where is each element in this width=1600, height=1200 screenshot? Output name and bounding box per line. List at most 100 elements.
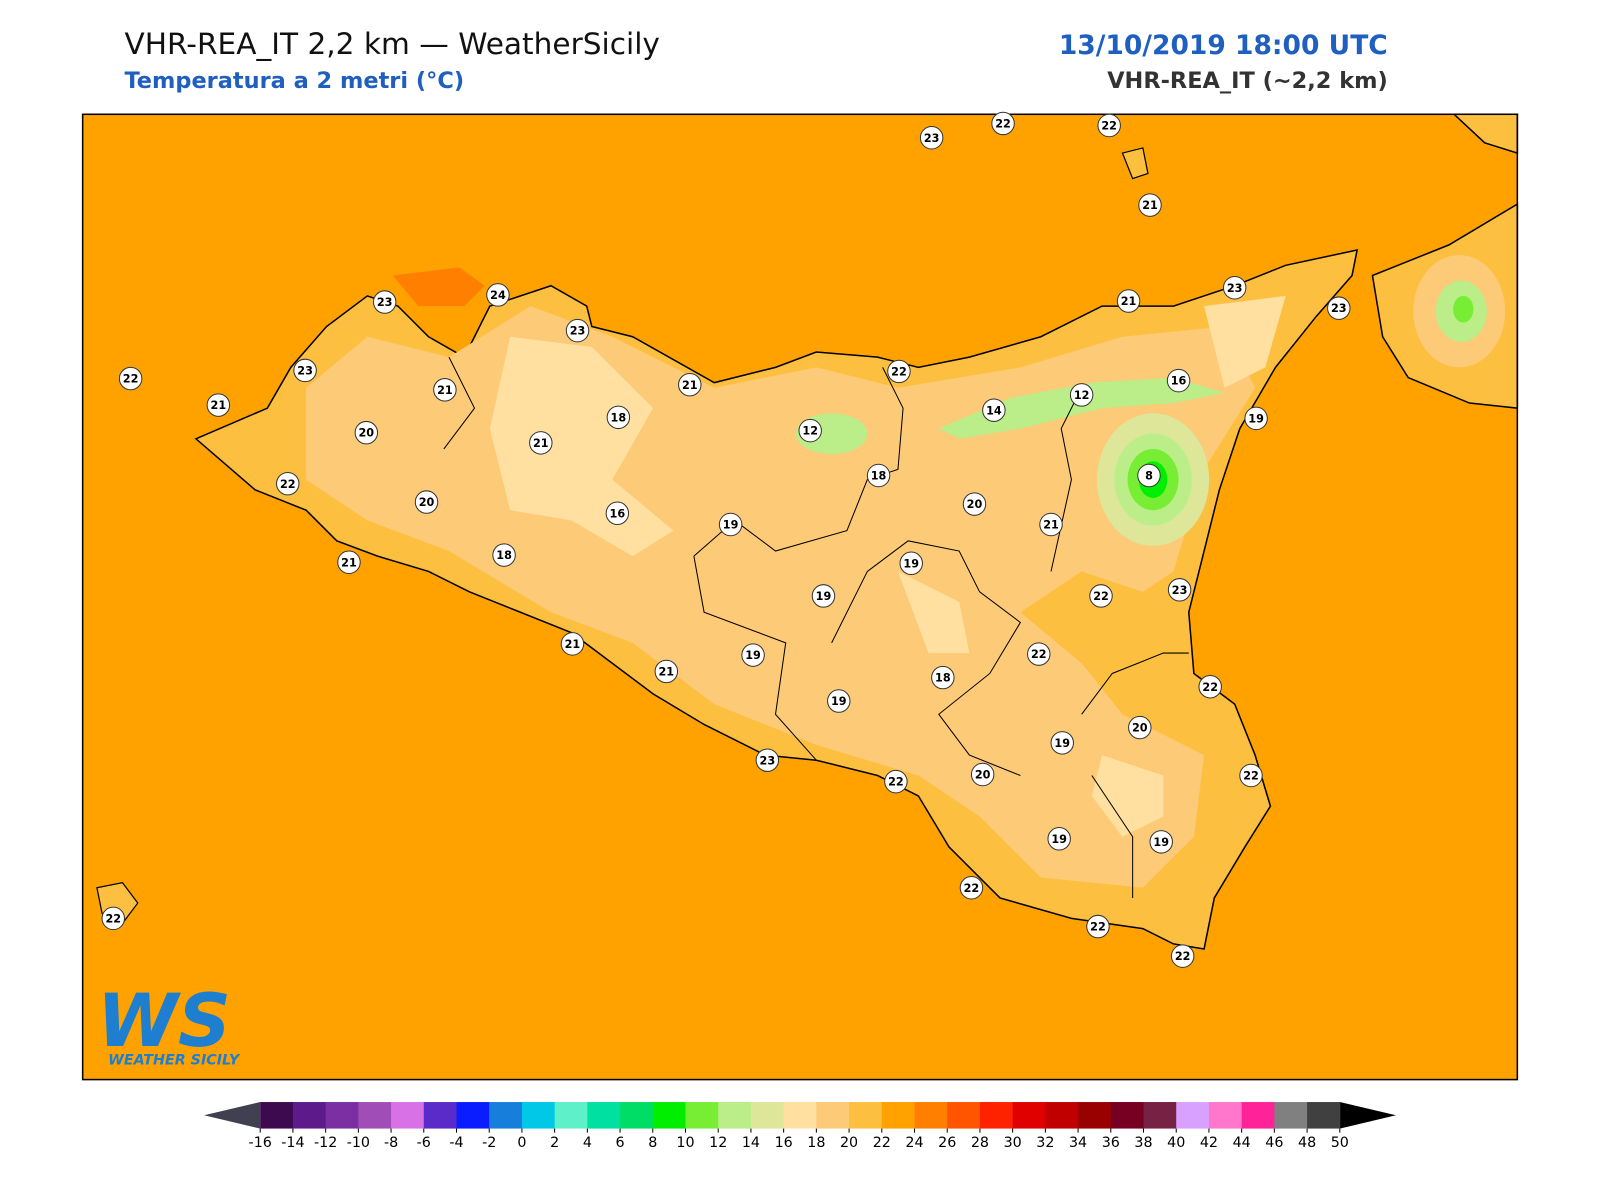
- colorbar-tick-label: 44: [1233, 1135, 1251, 1151]
- station-value: 22: [888, 776, 904, 789]
- colorbar-tick-label: 10: [676, 1135, 694, 1151]
- map: 23 22 22 21 23 24 23 22 23 21 21 20 22 20 21 18 18 21 21 16…: [81, 111, 1519, 1081]
- colorbar-tick-label: 18: [807, 1135, 825, 1151]
- colorbar-tick-label: 48: [1298, 1135, 1316, 1151]
- colorbar-box: [750, 1102, 785, 1129]
- station-value: 23: [1227, 282, 1243, 295]
- colorbar-tick-label: 6: [616, 1135, 625, 1151]
- province-borders: [443, 356, 1189, 898]
- colorbar-tick-label: 34: [1069, 1135, 1087, 1151]
- colorbar-box: [456, 1102, 490, 1129]
- colorbar-tick-label: -14: [281, 1135, 304, 1151]
- station-marker: [1050, 731, 1074, 755]
- colorbar-tick-label: 4: [583, 1135, 592, 1151]
- station-value: 23: [760, 754, 776, 767]
- station-marker: [1128, 715, 1152, 740]
- station-marker: [372, 290, 397, 314]
- station-value: 23: [1331, 302, 1347, 315]
- colorbar-box: [1078, 1102, 1112, 1129]
- station-marker: [529, 431, 553, 455]
- station-marker: [741, 643, 765, 667]
- station-marker: [899, 551, 923, 575]
- station-value: 21: [211, 399, 227, 412]
- colorbar-tick-label: 50: [1331, 1135, 1349, 1151]
- colorbar-tick-label: 0: [517, 1135, 526, 1151]
- station-value: 22: [995, 118, 1011, 131]
- station-marker: [884, 769, 908, 794]
- colorbar-box: [620, 1102, 654, 1129]
- station-marker: [1069, 383, 1094, 407]
- station-value: 22: [1031, 648, 1047, 661]
- station-value: 23: [570, 325, 586, 338]
- station-marker: [962, 492, 987, 516]
- station-value: 21: [1142, 199, 1158, 212]
- colorbar-box: [587, 1102, 621, 1129]
- colorbar-box: [489, 1102, 523, 1129]
- station-value: 22: [1175, 950, 1191, 963]
- colorbar-tick-label: -6: [417, 1135, 431, 1151]
- station-value: 14: [986, 404, 1002, 417]
- station-value: 23: [924, 132, 940, 145]
- colorbar-tick-label: 20: [840, 1135, 858, 1151]
- station-value: 24: [490, 289, 506, 302]
- colorbar-box: [1045, 1102, 1079, 1129]
- station-marker: [276, 471, 300, 496]
- colorbar-box: [292, 1102, 327, 1129]
- colorbar-tick-label: 36: [1102, 1135, 1120, 1151]
- colorbar-box: [1176, 1102, 1210, 1129]
- colorbar-box: [1241, 1102, 1275, 1129]
- station-value: 23: [297, 364, 313, 377]
- colorbar-tick-label: -4: [449, 1135, 463, 1151]
- station-value: 22: [1093, 590, 1109, 603]
- station-marker: [1327, 296, 1351, 320]
- station-marker: [118, 366, 143, 391]
- colorbar-box: [1110, 1102, 1145, 1129]
- station-value: 19: [723, 519, 739, 532]
- colorbar-tick-label: -16: [249, 1135, 272, 1151]
- colorbar-tick-label: 40: [1167, 1135, 1185, 1151]
- station-marker: [560, 632, 585, 656]
- station-marker: [354, 420, 379, 445]
- station-marker: [1039, 512, 1063, 537]
- colorbar-tick-label: -10: [347, 1135, 370, 1151]
- station-marker: [492, 543, 516, 567]
- colorbar-tick-label: 8: [648, 1135, 657, 1151]
- colorbar-box: [685, 1102, 719, 1129]
- colorbar-box: [391, 1102, 425, 1129]
- station-marker: [982, 398, 1006, 422]
- station-marker: [678, 372, 702, 397]
- colorbar-box: [1143, 1102, 1177, 1129]
- station-marker: [1244, 406, 1268, 431]
- station-marker: [755, 748, 780, 772]
- station-marker: [1097, 113, 1121, 138]
- colorbar-box: [358, 1102, 392, 1129]
- station-value: 19: [745, 649, 761, 662]
- station-value: 19: [831, 695, 847, 708]
- station-value: 20: [359, 427, 375, 440]
- station-marker: [1222, 276, 1247, 300]
- datetime: 13/10/2019 18:00 UTC: [1059, 30, 1388, 61]
- station-value: 21: [565, 638, 581, 651]
- station-marker: [931, 665, 955, 690]
- station-value: 19: [1248, 412, 1264, 425]
- colorbar-tick-label: 28: [971, 1135, 989, 1151]
- station-value: 22: [1243, 770, 1259, 783]
- colorbar-box: [1208, 1102, 1243, 1129]
- colorbar-box: [816, 1102, 850, 1129]
- colorbar-box: [783, 1102, 817, 1129]
- station-marker: [1086, 914, 1110, 939]
- station-marker: [565, 318, 590, 343]
- station-value: 23: [377, 296, 393, 309]
- station-marker: [486, 283, 510, 307]
- station-marker: [970, 762, 995, 787]
- station-value: 20: [975, 769, 991, 782]
- station-marker: [1116, 289, 1141, 313]
- station-marker: [919, 126, 944, 150]
- subtitle: Temperatura a 2 metri (°C): [124, 68, 464, 94]
- colorbar-tick-label: 46: [1265, 1135, 1283, 1151]
- model: VHR-REA_IT (~2,2 km): [1107, 68, 1388, 94]
- warm-area: [392, 267, 485, 307]
- station-value: 21: [1043, 519, 1059, 532]
